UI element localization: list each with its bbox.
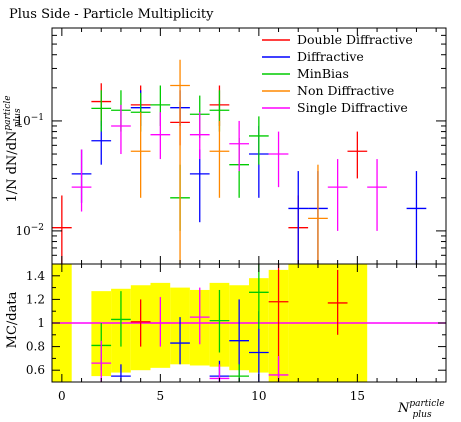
main-ytick-label-0: 10−2 <box>15 223 44 238</box>
chart-title: Plus Side - Particle Multiplicity <box>9 7 214 22</box>
main-point-s4-p3 <box>189 112 210 160</box>
ratio-point-s1-p1 <box>170 317 190 365</box>
ratio-y-tick-labels: 0.6 0.8 1 1.2 1.4 <box>26 269 45 377</box>
ratio-y-axis-label: MC/data <box>5 291 20 348</box>
legend-item-0: Double Diffractive <box>262 32 413 47</box>
ratio-ytick-label-1: 0.8 <box>26 340 45 354</box>
legend-item-3: Non Diffractive <box>262 83 394 98</box>
main-point-s1-p6 <box>288 171 309 264</box>
ratio-point-s4-p2 <box>189 287 210 345</box>
x-label-text: Nparticle plus <box>397 399 445 420</box>
ratio-errorbars <box>91 264 348 382</box>
main-point-s1-p4 <box>189 149 210 223</box>
main-point-s4-p2 <box>150 112 171 160</box>
main-point-s1-p8 <box>406 171 427 264</box>
main-point-s0-p0 <box>52 195 72 264</box>
main-point-s3-p1 <box>170 59 190 264</box>
ratio-ytick-label-3: 1.2 <box>26 292 45 306</box>
main-y-label-text: 1/N dN/dNparticleplus <box>3 95 23 202</box>
legend-label-3: Non Diffractive <box>297 83 394 98</box>
main-panel: 10−2 10−1 Double Diffractive Diffractive Mi… <box>3 27 447 265</box>
main-point-s2-p8 <box>249 116 269 165</box>
legend: Double Diffractive Diffractive MinBias Non … <box>262 32 413 115</box>
main-point-s4-p7 <box>367 159 387 231</box>
ratio-point-s4-p4 <box>268 356 289 382</box>
main-point-s2-p0 <box>91 90 112 132</box>
x-tick-label-1: 5 <box>157 389 165 403</box>
ratio-point-s4-p0 <box>91 340 112 382</box>
ratio-point-s2-p1 <box>111 291 131 347</box>
legend-item-1: Diffractive <box>262 49 364 64</box>
main-point-s4-p0 <box>71 149 92 212</box>
ratio-axis-ticks <box>52 263 446 383</box>
legend-label-0: Double Diffractive <box>297 32 413 47</box>
x-axis-label: Nparticle plus <box>397 399 445 420</box>
ratio-point-s4-p1 <box>150 297 171 347</box>
main-y-axis-label: 1/N dN/dNparticleplus <box>3 95 23 202</box>
ratio-point-s2-p2 <box>209 289 230 353</box>
ratio-y-label-text: MC/data <box>5 291 20 348</box>
legend-label-2: MinBias <box>297 66 349 81</box>
legend-label-4: Single Diffractive <box>297 100 408 115</box>
main-point-s4-p6 <box>327 159 348 231</box>
legend-item-4: Single Diffractive <box>262 100 408 115</box>
ratio-ytick-label-0: 0.6 <box>26 363 45 377</box>
main-y-tick-labels: 10−2 10−1 <box>15 113 44 238</box>
main-frame <box>51 27 447 265</box>
main-point-s4-p5 <box>268 131 289 188</box>
ratio-point-s0-p0 <box>130 299 151 347</box>
legend-item-2: MinBias <box>262 66 349 81</box>
main-point-s3-p3 <box>308 164 328 264</box>
x-tick-label-0: 0 <box>58 389 66 403</box>
main-point-s3-p2 <box>209 120 230 198</box>
main-axis-ticks <box>52 28 446 265</box>
main-point-s4-p4 <box>229 120 249 172</box>
legend-label-1: Diffractive <box>297 49 364 64</box>
ratio-panel: 0.6 0.8 1 1.2 1.4 0 5 10 15 MC/data Nparticle pl… <box>5 263 447 420</box>
main-point-s4-p1 <box>111 104 131 155</box>
ratio-point-s2-p4 <box>249 264 269 329</box>
main-ytick-label-1: 10−1 <box>15 113 44 128</box>
main-errorbars <box>52 59 427 264</box>
ratio-ytick-label-4: 1.4 <box>26 269 45 283</box>
x-tick-label-2: 10 <box>251 389 266 403</box>
ratio-ytick-label-2: 1 <box>37 316 45 330</box>
ratio-point-s0-p2 <box>327 269 348 335</box>
main-point-s3-p0 <box>130 112 151 198</box>
x-tick-label-3: 15 <box>350 389 365 403</box>
x-tick-labels: 0 5 10 15 <box>58 389 365 403</box>
main-point-s0-p6 <box>347 131 368 179</box>
